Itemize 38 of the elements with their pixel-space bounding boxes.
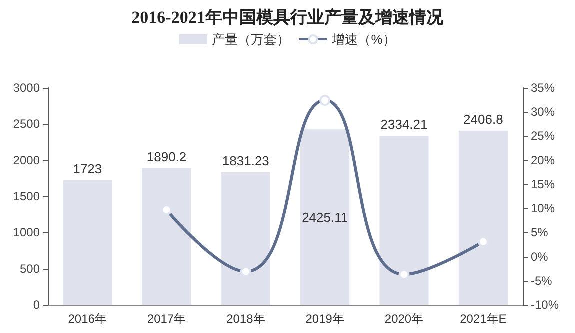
chart-title: 2016-2021年中国模具行业产量及增速情况 [132,8,444,27]
x-tick-label: 2017年 [147,312,186,326]
bar [380,136,429,305]
bar [300,130,350,305]
x-tick-label: 2016年 [68,312,107,326]
data-label: 1723 [73,161,102,176]
y-tick-label: 1500 [13,190,40,204]
y2-tick-label: 10% [531,202,556,216]
y-tick-label: 0 [33,298,40,312]
x-tick-label: 2019年 [306,312,344,326]
legend-label: 增速（%） [331,32,396,47]
x-tick-label: 2018年 [226,312,266,326]
y2-tick-label: -10% [531,298,560,312]
data-label: 2425.11 [302,210,348,225]
y2-tick-label: 20% [531,153,556,168]
y2-tick-label: 35% [531,81,556,95]
bar [63,180,112,305]
y-tick-label: 1000 [13,226,40,240]
y2-tick-label: -5% [531,274,553,288]
y2-tick-label: 25% [531,129,556,144]
data-label: 1831.23 [222,154,270,169]
x-tick-label: 2020年 [384,312,424,326]
legend-label: 产量（万套） [212,32,290,47]
y2-tick-label: 0% [531,250,549,264]
data-label: 1890.2 [146,149,187,164]
y2-tick-label: 15% [531,177,556,192]
x-tick-label: 2021年E [460,312,507,326]
y-tick-label: 3000 [13,81,40,95]
y-tick-label: 2500 [13,117,40,132]
bar [142,168,192,305]
y2-tick-label: 5% [531,226,549,240]
y-tick-label: 500 [20,262,40,276]
y2-tick-label: 30% [531,105,556,120]
data-label: 2406.8 [464,112,504,127]
y-tick-label: 2000 [13,153,40,168]
bar [458,130,508,305]
data-label: 2334.21 [380,117,428,132]
bar [221,172,270,305]
